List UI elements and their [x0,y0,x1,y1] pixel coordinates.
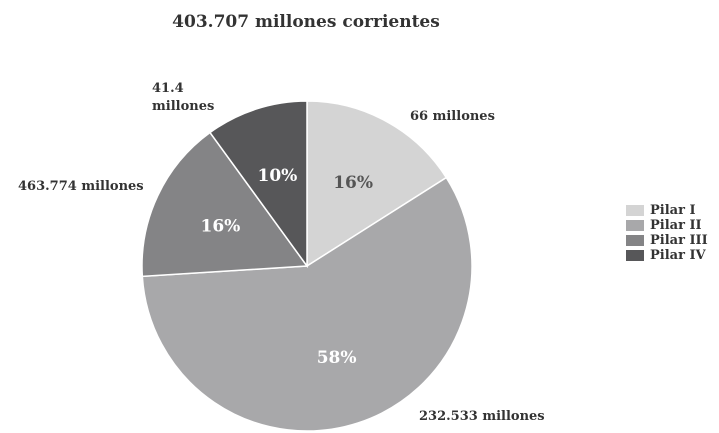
legend-label: Pilar I [650,203,696,218]
legend-swatch [626,220,644,231]
legend-item: Pilar III [626,233,708,248]
pie-slice-pilar-i [306,100,448,268]
value-label: 66 millones [410,109,495,124]
legend-swatch [626,205,644,216]
legend: Pilar I Pilar II Pilar III Pilar IV [626,203,708,263]
percent-label: 58% [317,348,357,368]
pie-chart: 16% 58% 16% 10% 66 millones 232.533 millones 4… [18,81,545,432]
chart-title: 403.707 millones corrientes [172,12,440,32]
legend-item: Pilar I [626,203,708,218]
pie-slice-pilar-iii [141,131,309,278]
percent-label: 16% [333,173,373,193]
percent-label: 10% [257,166,297,186]
legend-swatch [626,235,644,246]
legend-label: Pilar IV [650,248,706,263]
legend-label: Pilar III [650,233,708,248]
value-label: 41.4 millones [152,81,214,114]
pie-slice-pilar-ii [141,176,473,432]
legend-item: Pilar II [626,218,708,233]
value-label: 463.774 millones [18,179,144,194]
value-label: 232.533 millones [419,409,545,424]
pie-slice-pilar-iv [208,100,308,269]
legend-label: Pilar II [650,218,702,233]
percent-label: 16% [200,216,240,236]
legend-item: Pilar IV [626,248,708,263]
legend-swatch [626,250,644,261]
